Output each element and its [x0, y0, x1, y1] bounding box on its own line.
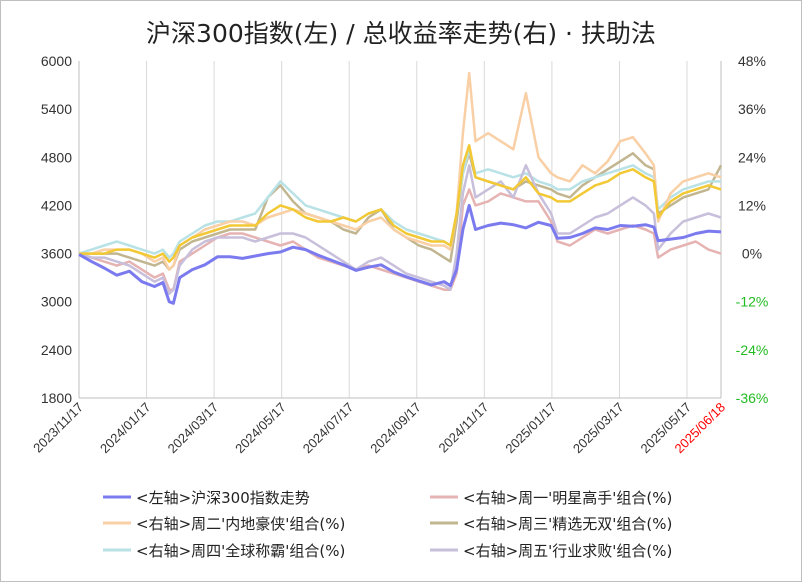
x-tick-label: 2025/03/17: [570, 400, 627, 457]
series-line: [78, 148, 721, 259]
legend-label: <右轴>周三'精选无双'组合(%): [463, 515, 672, 533]
right-tick-label: 0%: [742, 246, 762, 262]
right-tick-label: -36%: [736, 390, 769, 406]
series-line: [79, 71, 722, 271]
legend: <左轴>沪深300指数走势 <右轴>周一'明星高手'组合(%) <右轴>周二'内地豪…: [103, 489, 672, 560]
right-tick-label: 12%: [738, 197, 766, 213]
x-tick-label: 2024/11/17: [436, 400, 492, 456]
right-tick-label: 48%: [738, 53, 766, 69]
left-tick-label: 3600: [41, 246, 72, 262]
left-tick-label: 5400: [41, 101, 72, 117]
legend-label: <右轴>周一'明星高手'组合(%): [463, 489, 672, 507]
left-tick-label: 6000: [41, 53, 72, 69]
series-lines: [78, 71, 723, 305]
legend-label: <左轴>沪深300指数走势: [136, 489, 310, 507]
right-tick-label: 24%: [738, 149, 766, 165]
series-line: [79, 144, 722, 263]
right-tick-label: -12%: [736, 294, 769, 310]
left-tick-label: 3000: [41, 294, 72, 310]
axis-lines: [78, 61, 722, 399]
x-tick-label: 2024/03/17: [165, 400, 222, 457]
x-tick-label: 2024/09/17: [367, 400, 424, 457]
left-axis-ticks: 1800 2400 3000 3600 4200 4800 5400 6000: [41, 53, 72, 406]
x-tick-label: 2025/01/17: [502, 400, 559, 457]
x-tick-label: 2024/07/17: [300, 400, 357, 457]
series-line: [78, 203, 722, 305]
left-tick-label: 2400: [41, 342, 72, 358]
legend-label: <右轴>周四'全球称霸'组合(%): [136, 542, 345, 560]
x-tick-label: 2023/11/17: [30, 400, 86, 456]
legend-label: <右轴>周五'行业求败'组合(%): [463, 542, 672, 560]
chart-title: 沪深300指数(左) / 总收益率走势(右) · 扶助法: [146, 19, 656, 48]
right-axis-ticks: -36% -24% -12% 0% 12% 24% 36% 48%: [736, 53, 769, 406]
x-axis-ticks: 2023/11/17 2024/01/17 2024/03/17 2024/05/17…: [30, 400, 728, 457]
x-tick-label: 2024/05/17: [232, 400, 289, 457]
right-tick-label: -24%: [736, 342, 769, 358]
left-tick-label: 4800: [41, 149, 72, 165]
x-tick-label: 2024/01/17: [97, 400, 154, 457]
series-line: [78, 164, 722, 295]
legend-label: <右轴>周二'内地豪侠'组合(%): [136, 515, 345, 533]
left-tick-label: 4200: [41, 197, 72, 213]
left-tick-label: 1800: [41, 390, 72, 406]
right-tick-label: 36%: [738, 101, 766, 117]
